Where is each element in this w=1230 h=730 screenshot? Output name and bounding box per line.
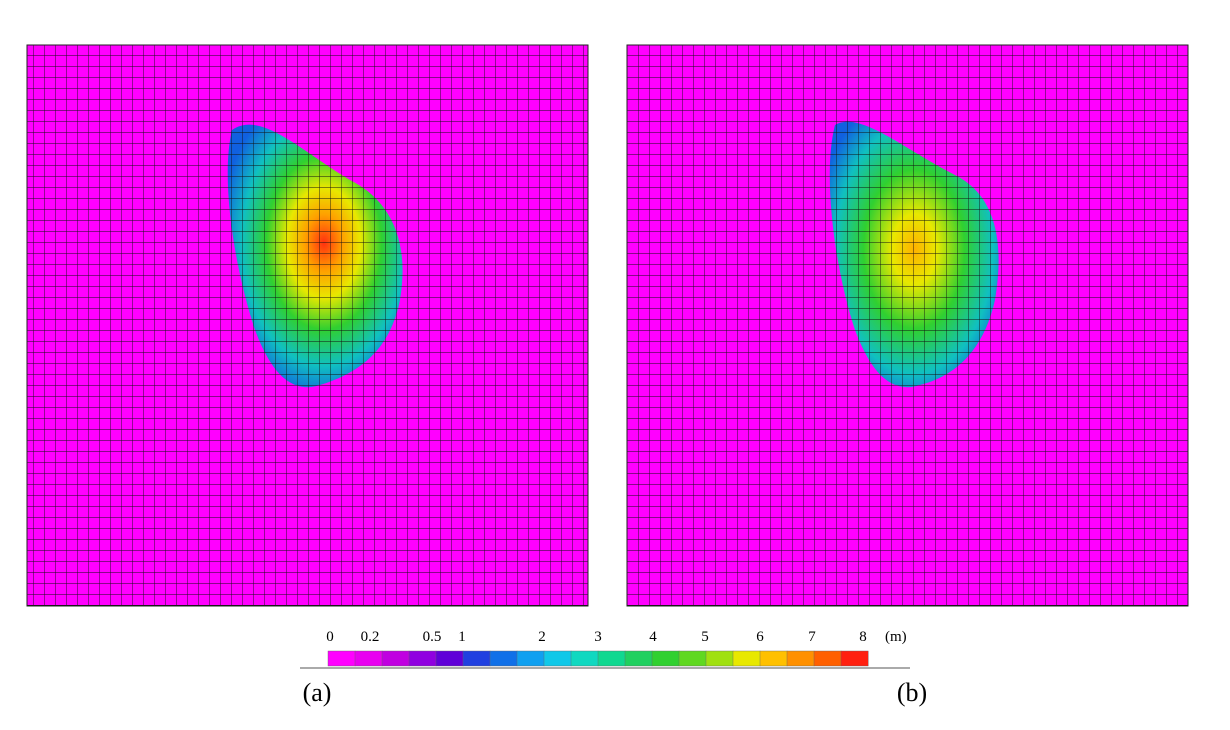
legend-label: 1 <box>458 629 466 645</box>
colorbar-swatch <box>354 650 383 667</box>
colorbar-swatch <box>813 650 842 667</box>
colorbar: 0 0.2 0.5 1 2 3 4 5 6 7 8 <box>326 629 869 667</box>
panel-b <box>626 44 1189 607</box>
colorbar-swatch <box>408 650 437 667</box>
colorbar-swatch <box>732 650 761 667</box>
legend-label: 4 <box>649 629 657 645</box>
legend-label: 8 <box>859 629 867 645</box>
legend-label: 0.2 <box>361 629 380 645</box>
colorbar-swatch <box>489 650 518 667</box>
panel-a <box>26 44 589 607</box>
colorbar-swatch <box>435 650 464 667</box>
legend-unit: (m) <box>885 629 907 645</box>
colorbar-swatch <box>570 650 599 667</box>
legend-label: 0 <box>326 629 334 645</box>
colorbar-swatch <box>786 650 815 667</box>
panel-label: (a) <box>303 678 332 707</box>
colorbar-swatch <box>381 650 410 667</box>
colorbar-swatch <box>327 650 356 667</box>
legend-label: 6 <box>756 629 764 645</box>
legend-label: 5 <box>701 629 709 645</box>
panel-label: (b) <box>897 678 927 707</box>
colorbar-swatch <box>840 650 869 667</box>
legend-label: 3 <box>594 629 602 645</box>
colorbar-swatch <box>759 650 788 667</box>
colorbar-swatch <box>705 650 734 667</box>
colorbar-swatch <box>543 650 572 667</box>
colorbar-swatch <box>678 650 707 667</box>
colorbar-swatch <box>597 650 626 667</box>
colorbar-swatch <box>651 650 680 667</box>
colorbar-swatch <box>624 650 653 667</box>
colorbar-swatch <box>462 650 491 667</box>
legend-label: 0.5 <box>423 629 442 645</box>
colorbar-swatch <box>516 650 545 667</box>
legend-label: 2 <box>538 629 546 645</box>
legend-label: 7 <box>808 629 816 645</box>
